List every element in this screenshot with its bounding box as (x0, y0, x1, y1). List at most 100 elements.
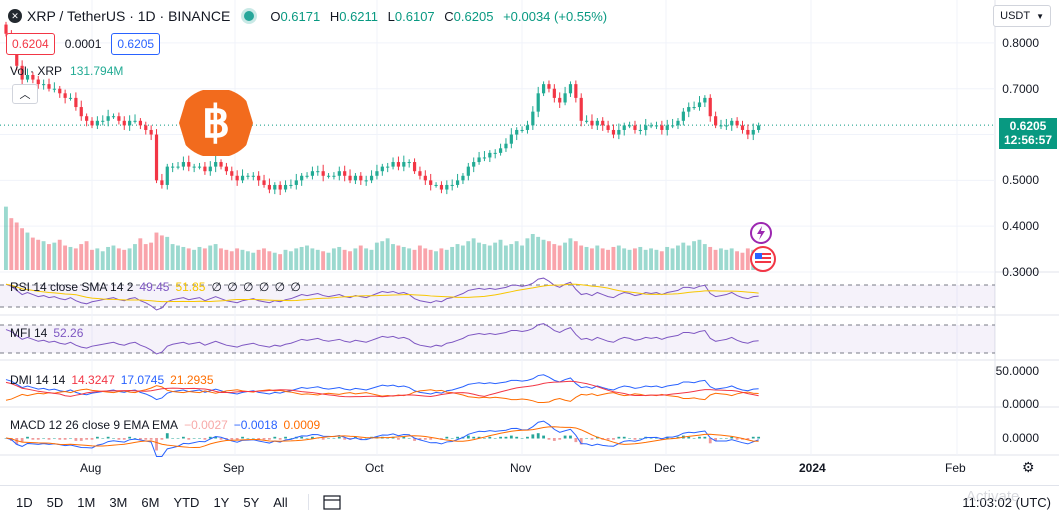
range-button[interactable]: 1M (77, 494, 96, 510)
change-value: +0.0034 (+0.55%) (503, 8, 608, 24)
macd-hist-bar (649, 438, 653, 439)
macd-hist-bar (155, 438, 158, 451)
macd-hist-bar (418, 438, 422, 440)
volume-bar (606, 249, 610, 270)
macd-hist-bar (235, 438, 239, 440)
candle-body (472, 162, 476, 167)
macd-line (5, 420, 759, 457)
candle-body (192, 166, 196, 168)
rsi-line (5, 277, 759, 311)
macd-hist-bar (698, 436, 701, 439)
range-button[interactable]: 1Y (213, 494, 230, 510)
lightning-icon[interactable] (750, 222, 772, 244)
candle-body (671, 125, 675, 127)
candle-body (595, 120, 599, 126)
candle-body (563, 93, 567, 103)
macd-hist-bar (278, 438, 282, 440)
us-flag-icon[interactable] (750, 246, 776, 272)
macd-hist-bar (343, 438, 347, 440)
mfi-legend[interactable]: MFI 14 52.26 (10, 326, 84, 340)
macd-hist-bar (547, 438, 551, 440)
candle-body (47, 84, 51, 89)
candle-body (568, 84, 573, 94)
symbol-title[interactable]: XRP / TetherUS · 1D · BINANCE (27, 8, 231, 24)
candle-body (676, 120, 680, 126)
candle-body (359, 175, 363, 181)
range-button[interactable]: 1D (16, 494, 33, 510)
macd-hist-bar (79, 438, 83, 441)
volume-bar (315, 249, 320, 270)
range-button[interactable]: 3M (109, 494, 128, 510)
candle-body (558, 97, 562, 103)
range-button[interactable]: YTD (173, 494, 200, 510)
range-button[interactable]: 5Y (243, 494, 260, 510)
candle-body (74, 97, 78, 108)
clock-time[interactable]: 11:03:02 (UTC) (962, 495, 1051, 510)
candle-body (149, 129, 153, 135)
macd-hist-bar (214, 436, 218, 439)
candle-body (735, 120, 739, 126)
calendar-icon[interactable] (307, 494, 341, 510)
volume-bar (331, 248, 336, 270)
volume-bar (68, 246, 73, 270)
macd-hist-bar (751, 436, 755, 439)
chart-canvas[interactable] (0, 0, 1059, 485)
macd-hist-bar (52, 438, 56, 439)
volume-bar (219, 248, 223, 270)
candle-body (536, 93, 540, 112)
volume-bar (670, 248, 675, 270)
macd-hist-bar (402, 436, 406, 439)
ask-button[interactable]: 0.6205 (111, 33, 161, 55)
macd-hist-bar (262, 438, 266, 440)
collapse-legend-button[interactable]: ︿ (12, 84, 38, 104)
dmi-legend[interactable]: DMI 14 14 14.3247 17.0745 21.2935 (10, 373, 214, 387)
macd-hist-bar (42, 438, 46, 439)
last-price-value: 0.6205 (1009, 119, 1047, 133)
rsi-legend[interactable]: RSI 14 close SMA 14 2 49.45 51.85 ∅ ∅ ∅ ∅ ∅… (10, 280, 302, 294)
candle-body (477, 157, 481, 163)
candle-body (101, 120, 105, 122)
candle-body (353, 175, 358, 181)
candle-body (111, 116, 116, 118)
candle-body (133, 120, 137, 122)
volume-bar (697, 239, 702, 270)
macd-hist-bar (300, 436, 304, 439)
volume-bar (176, 245, 180, 270)
low-value: 0.6107 (394, 8, 435, 24)
macd-hist-bar (203, 438, 207, 440)
volume-bar (740, 252, 745, 270)
time-tick: 2024 (799, 461, 826, 475)
currency-select[interactable]: USDT ▼ (993, 5, 1051, 27)
macd-hist-bar (509, 435, 513, 439)
svg-text:฿: ฿ (202, 98, 230, 147)
volume-value: 131.794M (70, 64, 124, 78)
volume-bar (197, 246, 202, 270)
range-buttons: 1D 5D 1M 3M 6M YTD 1Y 5Y All (0, 495, 288, 510)
range-button[interactable]: All (273, 494, 288, 510)
time-tick: Nov (510, 461, 532, 475)
range-button[interactable]: 5D (46, 494, 64, 510)
candle-body (144, 125, 148, 130)
macd-hist-bar (241, 436, 244, 439)
candle-body (235, 175, 239, 181)
candle-body (128, 120, 132, 126)
range-button[interactable]: 6M (141, 494, 160, 510)
volume-bar (541, 239, 546, 270)
volume-bar (186, 248, 191, 270)
volume-bar (503, 245, 508, 270)
volume-bar (471, 238, 476, 270)
rsi-sma-value: 51.85 (175, 280, 206, 294)
volume-bar (536, 236, 541, 270)
gear-icon[interactable]: ⚙ (1022, 459, 1035, 475)
macd-legend[interactable]: MACD 12 26 close 9 EMA EMA −0.0027 −0.0018… (10, 418, 321, 432)
candle-body (289, 184, 293, 186)
volume-bar (487, 245, 492, 270)
macd-hist-bar (386, 438, 390, 439)
candle-body (708, 97, 712, 117)
volume-bar (493, 242, 498, 270)
volume-bar (52, 242, 57, 270)
bid-button[interactable]: 0.6204 (6, 33, 55, 55)
macd-hist-bar (117, 438, 121, 440)
macd-hist-bar (531, 434, 535, 439)
volume-bar (192, 249, 197, 270)
